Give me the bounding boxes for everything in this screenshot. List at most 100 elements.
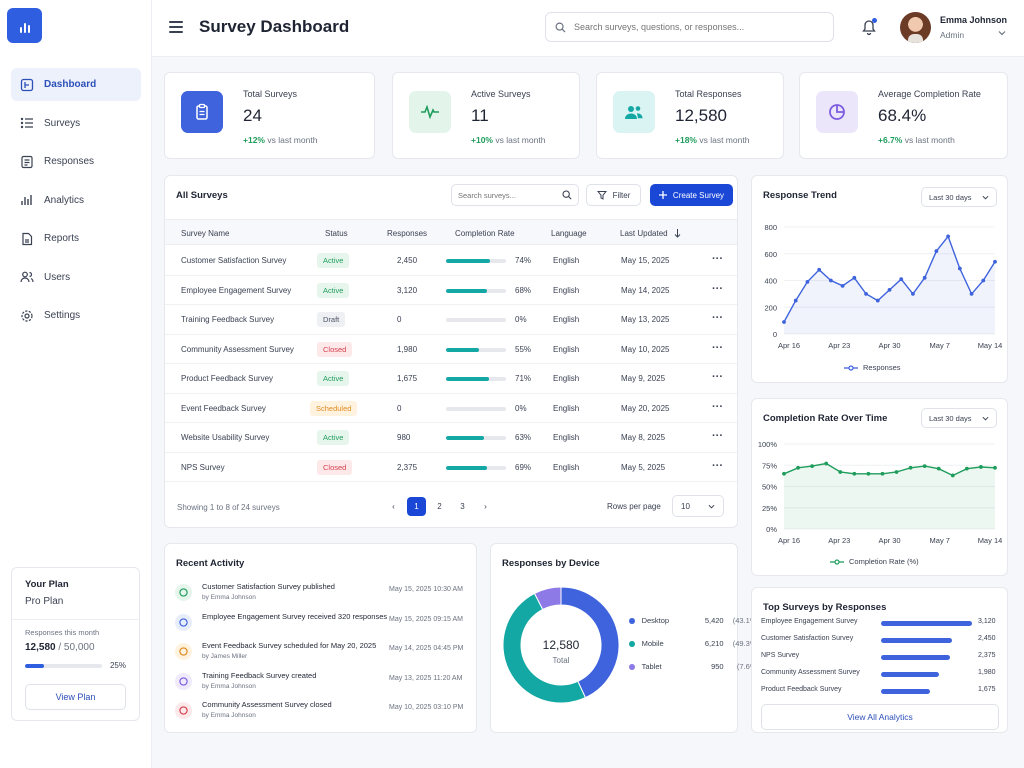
user-name[interactable]: Emma Johnson [940,15,1008,25]
table-row[interactable]: Product Feedback Survey Active 1,675 71% Eng… [165,364,737,394]
data-point[interactable] [922,275,927,280]
activity-item[interactable]: Customer Satisfaction Survey published by… [175,582,475,612]
app-logo-icon[interactable] [7,8,42,43]
survey-name[interactable]: Website Usability Survey [181,433,270,442]
data-point[interactable] [852,275,857,280]
survey-name[interactable]: Product Feedback Survey [181,374,274,383]
sidebar-item-users[interactable]: Users [11,261,141,294]
data-point[interactable] [894,470,899,474]
chevron-down-icon[interactable] [998,29,1006,37]
more-options-icon[interactable]: ··· [712,400,723,413]
data-point[interactable] [810,464,815,468]
data-point[interactable] [817,267,822,272]
avatar[interactable] [900,12,931,43]
donut-slice-mobile[interactable] [502,592,587,704]
create-survey-button[interactable]: Create Survey [650,184,733,206]
notification-bell-icon[interactable] [861,18,877,36]
more-options-icon[interactable]: ··· [712,459,723,472]
data-point[interactable] [957,266,962,271]
more-options-icon[interactable]: ··· [712,253,723,265]
next-page-icon[interactable]: › [484,502,487,511]
column-header[interactable]: Last Updated [620,229,668,238]
activity-item[interactable]: Training Feedback Survey created by Emma … [175,671,475,701]
survey-name[interactable]: NPS Survey [181,462,225,472]
table-search[interactable] [451,184,579,206]
data-point[interactable] [852,471,857,476]
data-point[interactable] [934,249,939,253]
survey-name[interactable]: Training Feedback Survey [181,315,275,324]
data-point[interactable] [908,465,913,470]
data-point[interactable] [864,291,868,296]
donut-slice-tablet[interactable] [533,586,562,611]
more-options-icon[interactable]: ··· [712,371,723,383]
data-point[interactable] [828,278,833,283]
data-point[interactable] [880,471,885,476]
data-point[interactable] [899,277,904,282]
activity-item[interactable]: Community Assessment Survey closed by Emm… [175,700,475,730]
sidebar-item-surveys[interactable]: Surveys [11,107,141,140]
survey-name[interactable]: Customer Satisfaction Survey [181,256,287,265]
data-point[interactable] [979,465,983,469]
survey-name[interactable]: Event Feedback Survey [181,403,266,413]
menu-icon[interactable] [169,21,183,33]
more-options-icon[interactable]: ··· [712,430,723,442]
view-plan-button[interactable]: View Plan [25,684,126,710]
data-point[interactable] [782,471,786,476]
sidebar-item-dashboard[interactable]: Dashboard [11,68,141,101]
activity-item[interactable]: Employee Engagement Survey received 320 … [175,612,475,642]
data-point[interactable] [805,279,810,284]
data-point[interactable] [946,234,951,239]
column-header[interactable]: Status [325,229,348,238]
data-point[interactable] [950,473,955,478]
more-options-icon[interactable]: ··· [712,282,723,295]
data-point[interactable] [911,291,915,296]
range-select[interactable]: Last 30 days [921,187,997,207]
sidebar-item-reports[interactable]: Reports [11,222,141,255]
data-point[interactable] [793,298,798,303]
table-row[interactable]: Training Feedback Survey Draft 0 0% English M… [165,305,737,335]
rows-per-page-select[interactable]: 10 [672,495,724,517]
table-row[interactable]: Website Usability Survey Active 980 63% Engl… [165,423,737,453]
global-search[interactable] [545,12,834,42]
activity-item[interactable]: Event Feedback Survey scheduled for May … [175,641,475,671]
data-point[interactable] [993,465,997,470]
table-row[interactable]: Event Feedback Survey Scheduled 0 0% English… [165,394,737,423]
data-point[interactable] [838,470,843,474]
data-point[interactable] [875,298,880,303]
top-survey-row[interactable]: Employee Engagement Survey 3,120 [761,618,1001,630]
sidebar-item-analytics[interactable]: Analytics [11,184,141,217]
column-header[interactable]: Responses [387,229,428,238]
page-1[interactable]: 1 [407,497,426,516]
survey-search-input[interactable] [458,190,553,200]
top-survey-row[interactable]: Community Assessment Survey 1,980 [761,669,1001,681]
data-point[interactable] [981,278,986,283]
data-point[interactable] [840,283,845,288]
survey-name[interactable]: Employee Engagement Survey [181,285,292,295]
table-row[interactable]: Employee Engagement Survey Active 3,120 68%… [165,276,737,305]
more-options-icon[interactable]: ··· [712,341,723,354]
top-survey-row[interactable]: Customer Satisfaction Survey 2,450 [761,635,1001,647]
search-input[interactable] [574,22,814,32]
survey-name[interactable]: Community Assessment Survey [181,344,294,354]
column-header[interactable]: Survey Name [181,229,230,238]
top-survey-row[interactable]: Product Feedback Survey 1,675 [761,686,1001,698]
table-row[interactable]: Customer Satisfaction Survey Active 2,450 7… [165,246,737,276]
sidebar-item-responses[interactable]: Responses [11,145,141,178]
data-point[interactable] [964,466,969,471]
page-2[interactable]: 2 [437,502,442,511]
data-point[interactable] [936,466,941,471]
data-point[interactable] [866,471,871,476]
data-point[interactable] [796,465,800,470]
top-survey-row[interactable]: NPS Survey 2,375 [761,652,1001,664]
filter-button[interactable]: Filter [586,184,641,206]
data-point[interactable] [887,287,892,292]
prev-page-icon[interactable]: ‹ [392,502,395,511]
data-point[interactable] [922,464,927,468]
sort-arrow-icon[interactable] [674,229,681,238]
data-point[interactable] [782,320,786,324]
column-header[interactable]: Completion Rate [455,229,515,238]
data-point[interactable] [824,461,829,466]
more-options-icon[interactable]: ··· [712,312,723,324]
page-3[interactable]: 3 [460,502,465,511]
range-select[interactable]: Last 30 days [921,408,997,428]
